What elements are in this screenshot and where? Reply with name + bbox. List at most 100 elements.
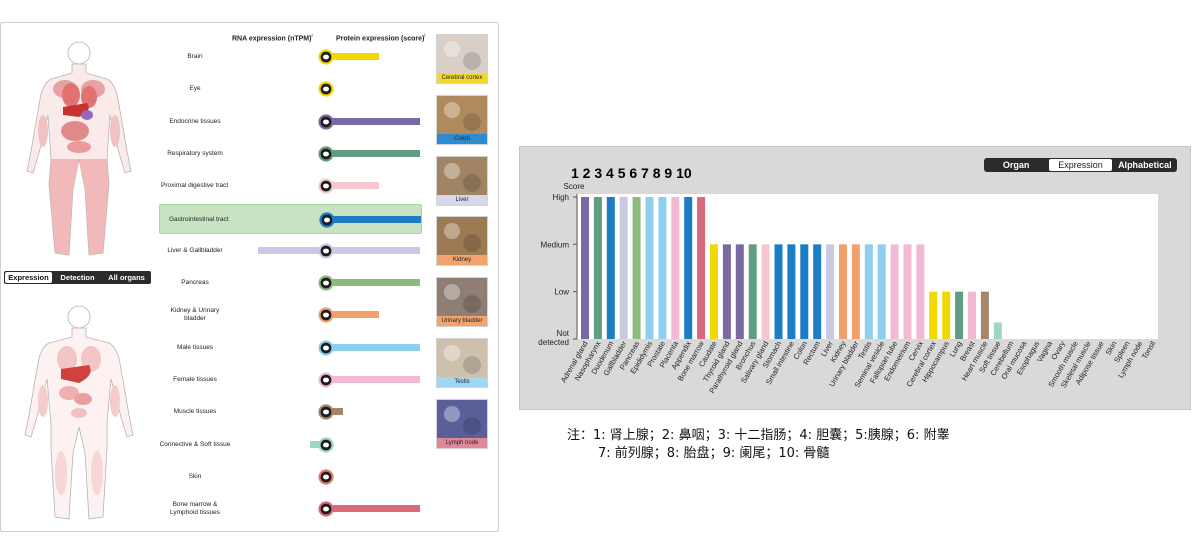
tissue-label: Gastrointestinal tract — [169, 215, 229, 223]
expression-view-toggle: Expression Detection All organs — [4, 271, 151, 284]
tissue-label: Liver & Gallbladder — [167, 246, 223, 254]
tissue-row[interactable]: Respiratory system — [159, 139, 422, 169]
stomach-icon — [319, 211, 335, 228]
bar-urinary-bladder — [851, 244, 860, 339]
thumbnail-image — [437, 339, 487, 379]
tissue-row[interactable]: Muscle tissues — [159, 397, 422, 427]
tissue-row[interactable]: Bone marrow & Lymphoid tissues — [159, 494, 422, 524]
tissue-thumbnail[interactable]: Kidney — [436, 216, 488, 267]
tissue-row[interactable]: Female tissues — [159, 365, 422, 395]
bar-hippocampus — [942, 291, 951, 339]
y-tick-label: detected — [538, 338, 569, 347]
chinese-legend-note: 注：1: 肾上腺；2: 鼻咽；3: 十二指肠；4: 胆囊；5:胰腺；6: 附睾 … — [567, 427, 950, 463]
rna-expression-header: RNA expression (nTPM)i — [232, 33, 313, 42]
y-tick-label: High — [553, 193, 569, 202]
rna-info-icon[interactable]: i — [311, 33, 313, 39]
thumbnail-image — [437, 399, 487, 440]
protein-bar — [329, 53, 380, 60]
tissue-label: Eye — [189, 85, 201, 93]
tissue-thumbnail[interactable]: Colon — [436, 94, 488, 145]
protein-bar — [330, 215, 421, 223]
y-tick-label: Medium — [541, 240, 570, 249]
sort-expression-button[interactable]: Expression — [1049, 159, 1112, 171]
tissue-row[interactable]: Connective & Soft tissue — [159, 430, 422, 460]
y-tick-label: Not — [557, 329, 570, 338]
bar-prostate — [658, 197, 667, 339]
sort-organ-button[interactable]: Organ — [1002, 160, 1030, 170]
tissue-row[interactable]: Skin — [159, 462, 422, 492]
tissue-thumbnail[interactable]: Liver — [436, 155, 488, 206]
tissue-thumbnail[interactable]: Testis — [436, 338, 488, 388]
thumbnail-caption: Testis — [437, 377, 487, 387]
male-icon — [318, 340, 334, 356]
thumbnail-image — [437, 217, 487, 258]
tab-expression[interactable]: Expression — [5, 272, 52, 283]
tab-all-organs[interactable]: All organs — [108, 273, 145, 282]
sort-alphabetical-button[interactable]: Alphabetical — [1118, 160, 1172, 170]
bar-thyroid-gland — [722, 244, 731, 339]
bar-nasopharynx — [593, 197, 602, 339]
tab-detection[interactable]: Detection — [60, 273, 95, 282]
body-figure-male — [24, 305, 134, 520]
bar-appendix — [684, 197, 693, 339]
protein-info-icon[interactable]: i — [424, 33, 426, 39]
skin-icon — [318, 469, 334, 485]
tissue-label: Pancreas — [181, 279, 209, 287]
tissue-row[interactable]: Male tissues — [159, 333, 422, 363]
bar-caudate — [710, 244, 718, 339]
tissue-thumbnail[interactable]: Lymph node — [436, 398, 488, 449]
tissue-row[interactable]: Proximal digestive tract — [159, 171, 422, 201]
female-icon — [318, 372, 334, 388]
tissue-row[interactable]: Liver & Gallbladder — [159, 236, 422, 266]
tissue-row[interactable]: Endocrine tissues — [159, 107, 422, 137]
thumbnail-image — [437, 35, 487, 75]
thumbnail-caption: Liver — [437, 194, 487, 205]
bar-salivary-gland — [761, 244, 770, 339]
bar-placenta — [671, 197, 680, 339]
protein-score-chart: Score Not detected Low Medium High Adrenal gla… — [519, 146, 1191, 410]
protein-bar — [329, 311, 380, 319]
bar-testis — [864, 244, 873, 339]
connective-icon — [318, 436, 334, 453]
tissue-label: Connective & Soft tissue — [159, 440, 231, 448]
rna-header-label: RNA expression (nTPM) — [232, 35, 312, 43]
body-figure-female — [26, 41, 132, 256]
bar-small-intestine — [787, 244, 796, 339]
protein-bar — [329, 376, 420, 383]
protein-bar — [329, 279, 420, 287]
tissue-row[interactable]: Kidney & Urinary bladder — [159, 300, 422, 330]
bar-bone-marrow — [697, 197, 706, 339]
bar-parathyroid-gland — [735, 244, 744, 339]
tissue-label: Male tissues — [176, 343, 214, 351]
eye-icon — [318, 81, 334, 97]
tissue-row[interactable]: Eye — [159, 74, 422, 104]
bar-seminal-vesicle — [877, 244, 886, 339]
tissue-row[interactable]: Pancreas — [159, 268, 422, 298]
brain-icon — [318, 49, 334, 65]
bar-cerebral-cortex — [929, 291, 938, 339]
protein-bar — [329, 117, 420, 125]
tissue-row[interactable]: Gastrointestinal tract — [159, 203, 422, 234]
bar-cervix — [916, 244, 925, 339]
bar-heart-muscle — [980, 291, 989, 339]
bar-adrenal-gland — [581, 197, 589, 339]
tissue-thumbnail[interactable]: Urinary bladder — [436, 277, 488, 328]
thumbnail-image — [437, 156, 487, 197]
liver-icon — [318, 243, 334, 259]
bar-breast — [968, 291, 976, 339]
bar-duodenum — [606, 197, 615, 339]
tissue-row[interactable]: Brain — [159, 42, 422, 72]
bar-pancreas — [632, 197, 641, 339]
bar-number-annotation: 1 2 3 4 5 6 7 8 9 10 — [571, 165, 692, 181]
bar-endometrium — [903, 244, 912, 339]
bar-colon — [800, 244, 809, 339]
tissue-label: Female tissues — [173, 376, 217, 383]
thumbnail-caption: Urinary bladder — [437, 316, 487, 327]
tissue-label: Skin — [188, 472, 202, 480]
thumbnail-image — [437, 95, 487, 136]
x-tick-label: Tonsil — [1140, 339, 1158, 360]
protein-bar — [329, 149, 420, 157]
thumbnail-caption: Kidney — [437, 255, 487, 266]
tissue-thumbnail[interactable]: Cerebral cortex — [436, 34, 488, 84]
